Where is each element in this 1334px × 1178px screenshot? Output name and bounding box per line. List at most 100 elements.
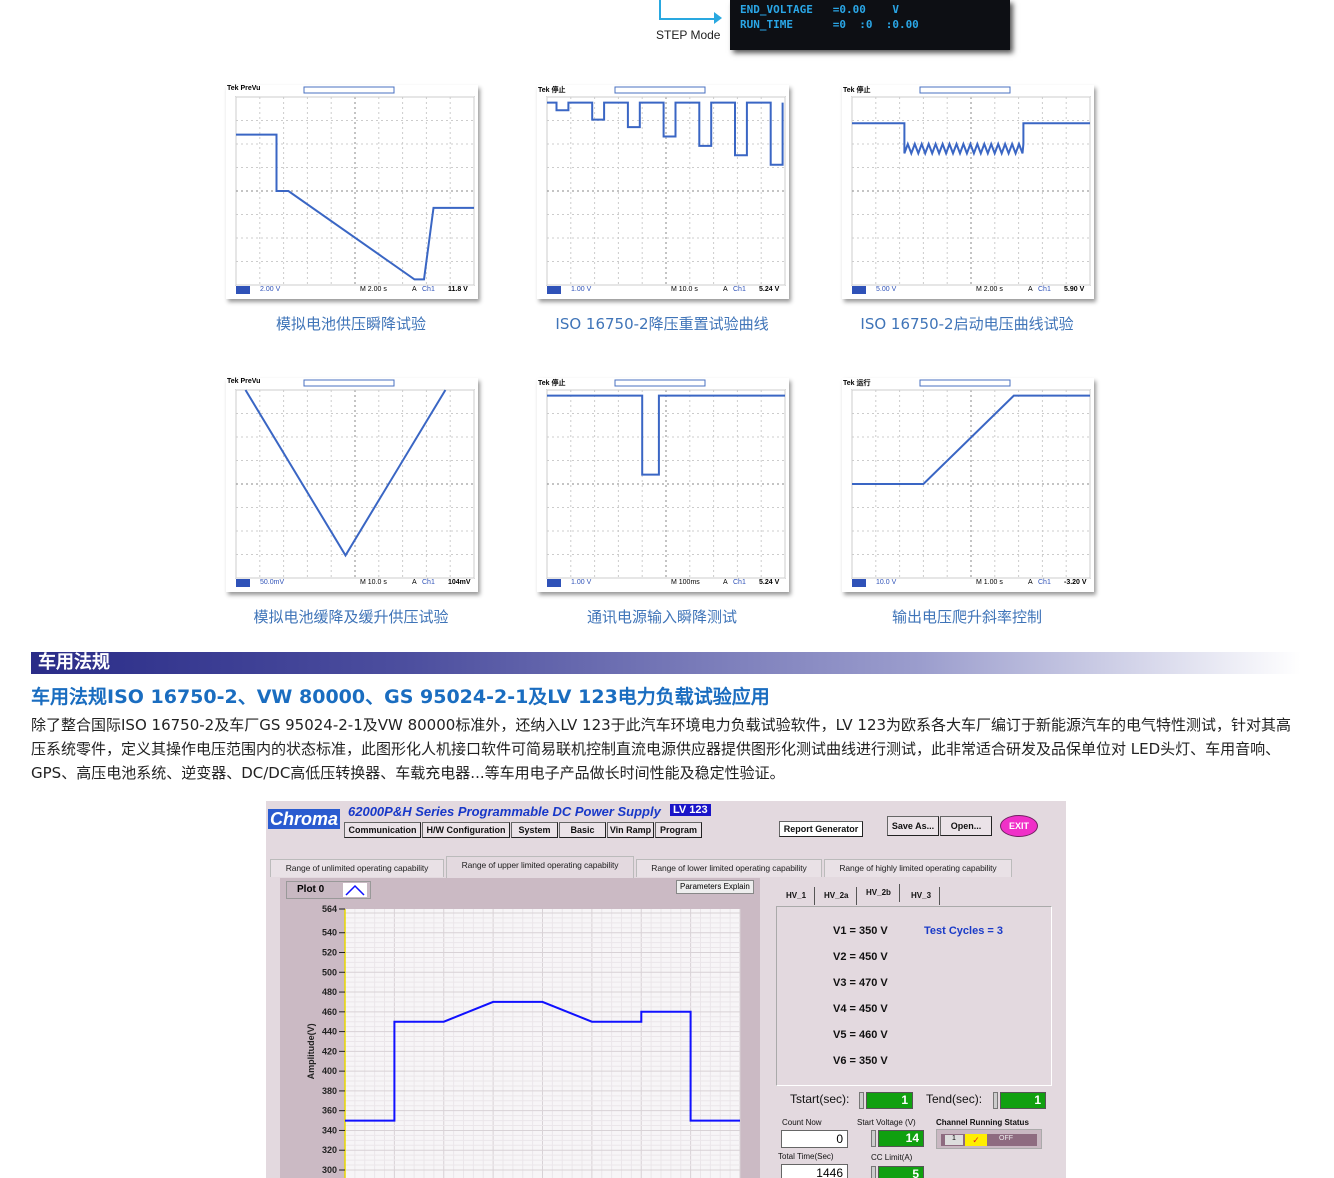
scope-volts-div: 10.0 V <box>876 579 897 586</box>
scope-header: Tek 停止 <box>538 87 566 94</box>
tstart-input[interactable]: 1 <box>866 1092 913 1109</box>
open-button[interactable]: Open... <box>940 816 992 836</box>
channel-marker <box>547 286 561 294</box>
scope-time-div: M 2.00 s <box>976 286 1003 293</box>
scope-channel: Ch1 <box>1038 286 1051 293</box>
waveform-trace <box>547 101 784 166</box>
voltage-v6: V6 = 350 V <box>833 1055 888 1067</box>
scope-caption: 通讯电源输入瞬降测试 <box>586 608 737 626</box>
menu-program[interactable]: Program <box>655 822 702 838</box>
menu-hw-configuration[interactable]: H/W Configuration <box>422 822 510 838</box>
count-now-value: 0 <box>781 1130 848 1148</box>
voltage-v3: V3 = 470 V <box>833 977 888 989</box>
start-voltage-input[interactable]: 14 <box>878 1130 924 1147</box>
scope-trigger: A <box>412 579 417 586</box>
waveform-trace <box>236 133 474 281</box>
scope-trigger: A <box>1028 286 1033 293</box>
cc-limit-input[interactable]: 5 <box>878 1166 924 1178</box>
section-banner: 车用法规 <box>31 652 1301 674</box>
channel-marker <box>236 286 250 294</box>
scope-header: Tek PreVu <box>227 378 261 385</box>
count-now-label: Count Now <box>782 1118 822 1127</box>
save-as-button[interactable]: Save As... <box>887 816 939 836</box>
scope-channel: Ch1 <box>733 579 746 586</box>
tab-unlimited[interactable]: Range of unlimited operating capability <box>270 859 444 877</box>
waveform-trace <box>244 389 447 558</box>
tab-highly-limited[interactable]: Range of highly limited operating capabi… <box>824 859 1012 877</box>
line-style-icon <box>343 883 367 897</box>
tab-hv-3[interactable]: HV_3 <box>903 887 941 905</box>
oscilloscope-image: Tek 停止 1.00 V M 100ms A Ch1 5.24 V <box>537 378 789 592</box>
cc-limit-spinner[interactable] <box>871 1166 876 1178</box>
channel-marker <box>236 579 250 587</box>
exit-button[interactable]: EXIT <box>1000 815 1038 837</box>
scope-time-div: M 1.00 s <box>976 579 1003 586</box>
start-voltage-spinner[interactable] <box>871 1130 876 1147</box>
scope-trigger-level: 5.24 V <box>759 286 780 293</box>
section-paragraph: 除了整合国际ISO 16750-2及车厂GS 95024-2-1及VW 8000… <box>31 716 1292 782</box>
scope-time-div: M 10.0 s <box>360 579 387 586</box>
scope-channel: Ch1 <box>733 286 746 293</box>
chroma-logo: Chroma <box>268 809 340 829</box>
y-tick-label: 360 <box>322 1106 337 1116</box>
tstart-spinner[interactable] <box>859 1092 864 1109</box>
voltage-v5: V5 = 460 V <box>833 1029 888 1041</box>
scope-header: Tek 停止 <box>538 380 566 387</box>
channel-status-indicator: 1 ✓ OFF <box>936 1129 1042 1149</box>
oscilloscope-image: Tek 停止 5.00 V M 2.00 s A Ch1 5.90 V <box>842 85 1094 299</box>
y-tick-label: 500 <box>322 967 337 977</box>
y-tick-label: 460 <box>322 1007 337 1017</box>
step-arrow <box>659 0 719 20</box>
y-tick-label: 340 <box>322 1125 337 1135</box>
scope-trigger: A <box>1028 579 1033 586</box>
tab-hv-1[interactable]: HV_1 <box>778 887 816 905</box>
y-tick-label: 520 <box>322 948 337 958</box>
menu-vin-ramp[interactable]: Vin Ramp <box>607 822 654 838</box>
scope-trigger-level: 11.8 V <box>448 286 468 293</box>
tstart-label: Tstart(sec): <box>790 1092 850 1106</box>
scope-time-div: M 100ms <box>671 579 700 586</box>
y-tick-label: 480 <box>322 987 337 997</box>
screen-line: RUN_TIME =0 :0 :0.00 <box>740 18 919 31</box>
tab-hv-2b[interactable]: HV_2b <box>858 884 900 902</box>
menu-basic[interactable]: Basic <box>559 822 606 838</box>
y-axis-label: Amplitude(V) <box>306 1023 316 1079</box>
scope-channel: Ch1 <box>1038 579 1051 586</box>
voltage-v1: V1 = 350 V <box>833 925 888 937</box>
scope-caption: 模拟电池供压瞬降试验 <box>275 315 426 333</box>
arrow-head-icon <box>714 12 722 24</box>
y-tick-label: 540 <box>322 928 337 938</box>
step-mode-label: STEP Mode <box>656 28 721 42</box>
oscilloscope-image: Tek 停止 1.00 V M 10.0 s A Ch1 5.24 V <box>537 85 789 299</box>
amplitude-chart: 564 540 520 500 480 460 440 420 400 380 360 340 320 3… <box>306 904 741 1178</box>
scope-header: Tek 运行 <box>843 380 871 387</box>
tab-hv-2a[interactable]: HV_2a <box>816 887 858 905</box>
scope-caption: ISO 16750-2降压重置试验曲线 <box>555 315 769 333</box>
channel-state: OFF <box>999 1135 1013 1142</box>
section-title: 车用法规ISO 16750-2、VW 80000、GS 95024-2-1及LV… <box>31 686 770 708</box>
scope-caption: 模拟电池缓降及缓升供压试验 <box>253 608 449 626</box>
tend-input[interactable]: 1 <box>1000 1092 1046 1109</box>
scope-trigger: A <box>412 286 417 293</box>
report-generator-button[interactable]: Report Generator <box>779 821 863 837</box>
total-time-label: Total Time(Sec) <box>778 1152 834 1161</box>
menu-system[interactable]: System <box>511 822 558 838</box>
oscilloscope-image: Tek 运行 10.0 V M 1.00 s A Ch1 -3.20 V <box>842 378 1094 592</box>
tab-upper-limited[interactable]: Range of upper limited operating capabil… <box>446 856 634 878</box>
start-voltage-label: Start Voltage (V) <box>857 1118 916 1127</box>
tend-label: Tend(sec): <box>926 1092 983 1106</box>
total-time-value: 1446 <box>781 1164 848 1178</box>
y-tick-label: 380 <box>322 1086 337 1096</box>
software-screenshot: Chroma 62000P&H Series Programmable DC P… <box>266 801 1066 1178</box>
cc-limit-label: CC Limit(A) <box>871 1153 913 1162</box>
parameters-explain-button[interactable]: Parameters Explain <box>676 880 754 894</box>
scope-trigger-level: -3.20 V <box>1064 579 1087 586</box>
y-tick-label: 300 <box>322 1165 337 1175</box>
menu-communication[interactable]: Communication <box>344 822 421 838</box>
tab-lower-limited[interactable]: Range of lower limited operating capabil… <box>636 859 822 877</box>
check-icon: ✓ <box>965 1134 987 1146</box>
voltage-v4: V4 = 450 V <box>833 1003 888 1015</box>
tend-spinner[interactable] <box>993 1092 998 1109</box>
scope-volts-div: 5.00 V <box>876 286 897 293</box>
plot-legend[interactable]: Plot 0 <box>286 881 371 899</box>
